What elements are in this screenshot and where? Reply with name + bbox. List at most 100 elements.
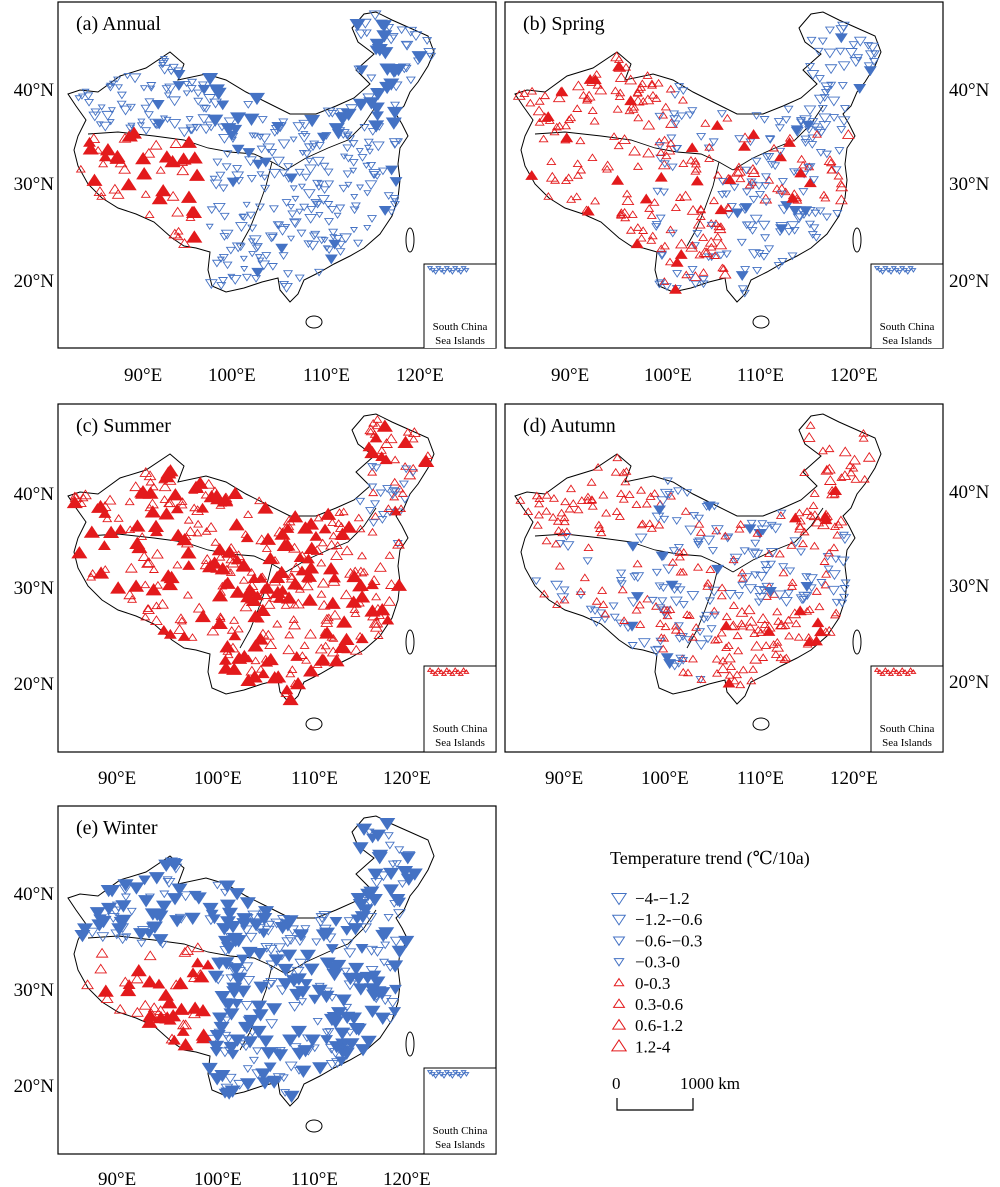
station-marker: [811, 516, 825, 527]
scale-bar-end: 1000 km: [680, 1074, 740, 1093]
station-marker: [823, 475, 837, 485]
legend-marker: [613, 977, 625, 987]
station-marker: [784, 133, 795, 142]
station-marker: [616, 569, 627, 578]
station-marker: [759, 116, 770, 124]
station-marker: [352, 98, 369, 112]
station-marker: [248, 235, 262, 246]
station-marker: [723, 590, 737, 600]
station-marker: [225, 555, 236, 564]
station-marker: [674, 83, 685, 91]
station-marker: [523, 507, 534, 516]
station-marker: [862, 451, 876, 462]
station-marker: [367, 463, 378, 471]
station-marker: [677, 95, 688, 104]
station-marker: [853, 84, 867, 94]
station-marker: [730, 166, 744, 177]
station-marker: [221, 1031, 232, 1040]
station-marker: [690, 280, 701, 289]
station-marker: [272, 1049, 289, 1062]
station-marker: [328, 228, 339, 237]
station-marker: [377, 167, 388, 176]
station-marker: [81, 979, 94, 990]
station-marker: [364, 828, 375, 837]
station-marker: [256, 171, 265, 178]
inset-station-marker: [454, 669, 462, 674]
south-china-sea-inset: [423, 665, 496, 752]
station-marker: [254, 203, 265, 212]
station-marker: [303, 541, 320, 555]
station-marker: [534, 96, 545, 105]
station-marker: [786, 541, 797, 549]
station-marker: [289, 219, 300, 228]
station-marker: [706, 221, 717, 230]
station-marker: [197, 114, 211, 125]
station-marker: [354, 590, 371, 603]
station-marker: [171, 206, 185, 217]
hainan-island: [305, 717, 323, 731]
station-marker: [838, 593, 850, 602]
station-marker: [869, 50, 880, 59]
station-marker: [799, 468, 810, 477]
station-marker: [121, 933, 132, 942]
station-marker: [332, 235, 343, 243]
station-marker: [166, 859, 183, 872]
station-marker: [316, 558, 327, 567]
station-marker: [202, 478, 216, 489]
lat-tick-40-c: 40°N: [14, 484, 55, 505]
station-marker: [702, 582, 713, 590]
station-marker: [316, 132, 330, 143]
station-marker: [320, 613, 334, 624]
station-marker: [759, 620, 770, 628]
lat-tick-20-b: 20°N: [949, 271, 990, 292]
station-marker: [243, 101, 254, 109]
station-marker: [178, 237, 191, 248]
station-marker: [820, 580, 831, 589]
inset-station-marker: [910, 268, 917, 273]
station-marker: [764, 245, 775, 254]
station-marker: [252, 243, 263, 251]
station-marker: [622, 189, 633, 198]
station-marker: [309, 530, 323, 541]
station-marker: [120, 893, 131, 902]
station-marker: [834, 194, 848, 205]
station-marker: [245, 211, 256, 220]
station-marker: [164, 499, 175, 508]
station-marker: [389, 492, 400, 501]
lon-ticks-c: 90°E 100°E 110°E 120°E: [98, 768, 431, 789]
station-marker: [222, 261, 233, 270]
legend-marker: [612, 936, 626, 947]
station-marker: [256, 145, 267, 154]
station-marker: [735, 174, 746, 183]
station-marker: [250, 656, 261, 665]
station-marker: [704, 236, 718, 247]
station-marker: [225, 246, 236, 255]
station-marker: [285, 975, 303, 988]
station-marker: [257, 1035, 274, 1048]
station-marker: [207, 970, 224, 984]
station-marker: [135, 151, 152, 165]
station-marker: [124, 562, 138, 573]
station-marker: [674, 249, 688, 259]
station-marker: [796, 154, 807, 163]
station-marker: [254, 496, 265, 505]
station-marker: [378, 995, 392, 1006]
station-marker: [646, 80, 658, 89]
station-marker: [358, 18, 372, 29]
station-marker: [368, 519, 379, 527]
station-marker: [689, 512, 700, 520]
inset-station-marker: [879, 671, 886, 676]
station-marker: [278, 169, 289, 178]
station-marker: [328, 654, 345, 667]
station-marker: [615, 209, 626, 218]
station-marker: [299, 641, 310, 649]
station-marker: [396, 26, 407, 35]
station-marker: [808, 176, 819, 184]
station-marker: [641, 94, 655, 105]
station-marker: [247, 639, 264, 652]
station-marker: [209, 179, 223, 190]
station-marker: [684, 525, 698, 536]
station-marker: [291, 966, 305, 977]
station-marker: [739, 547, 750, 556]
